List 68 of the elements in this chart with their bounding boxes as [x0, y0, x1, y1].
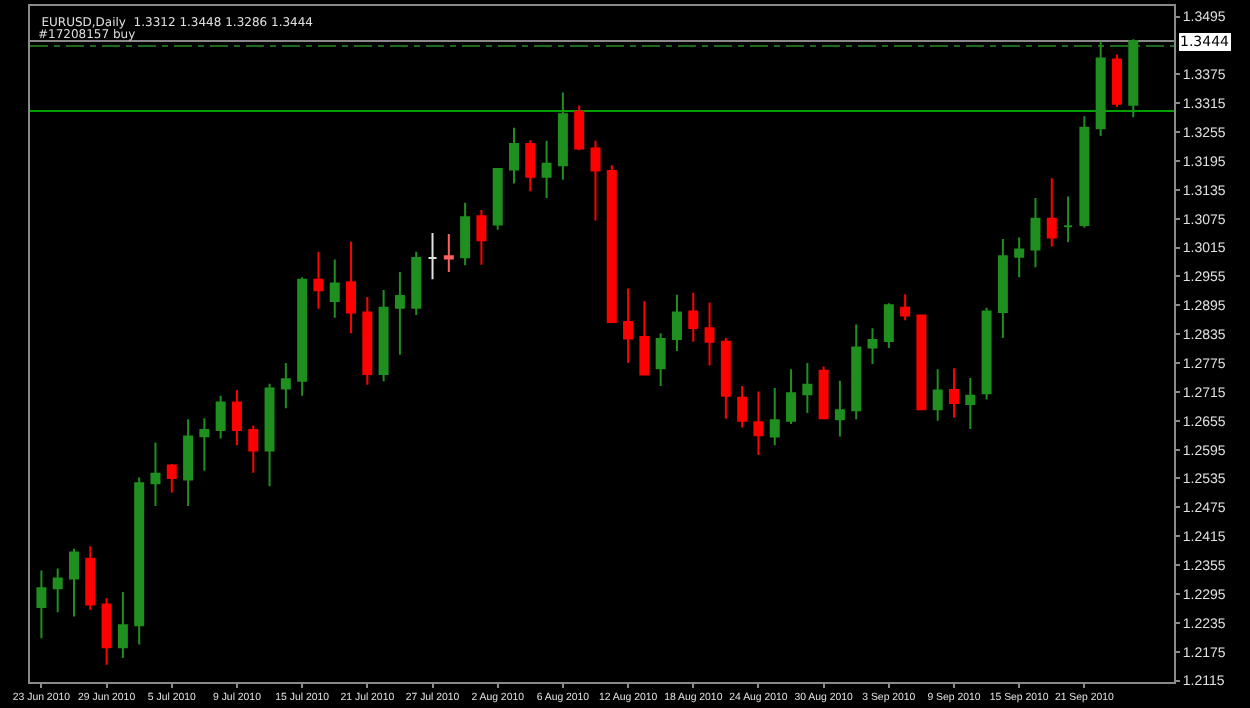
- candlestick: [997, 237, 1008, 339]
- candlestick: [655, 332, 666, 388]
- candlestick: [134, 476, 145, 646]
- candlestick: [183, 418, 194, 507]
- candlestick: [476, 209, 487, 266]
- candlestick: [443, 233, 454, 274]
- candlestick: [981, 306, 992, 401]
- candlestick: [1063, 195, 1074, 244]
- candlestick: [199, 417, 210, 472]
- candlestick: [704, 301, 715, 367]
- candlestick: [1111, 53, 1122, 109]
- candlestick: [231, 388, 242, 447]
- candlestick: [916, 313, 927, 412]
- candlestick: [492, 167, 503, 231]
- candlestick: [85, 545, 96, 611]
- candlestick: [1014, 236, 1025, 279]
- candlestick: [949, 367, 959, 419]
- candlestick: [1046, 177, 1057, 248]
- candlestick: [557, 91, 568, 181]
- candlestick: [411, 250, 422, 316]
- candlestick: [264, 382, 275, 488]
- candlestick: [851, 323, 862, 421]
- candlestick: [117, 591, 128, 659]
- candlestick: [329, 258, 340, 319]
- candlestick: [737, 385, 748, 429]
- candlestick: [590, 139, 601, 222]
- candlestick: [769, 387, 780, 447]
- candlestick: [362, 296, 373, 386]
- candlestick: [69, 547, 79, 618]
- candlestick: [36, 569, 47, 640]
- candlestick: [313, 250, 324, 310]
- candlestick: [101, 597, 112, 666]
- candlestick: [1030, 196, 1041, 269]
- candlestick: [818, 365, 829, 421]
- candlestick: [1079, 115, 1090, 229]
- candlestick: [671, 293, 682, 352]
- candlestick: [541, 139, 552, 199]
- candlestick: [1095, 40, 1106, 137]
- candlestick: [248, 424, 259, 474]
- candlestick: [883, 302, 894, 350]
- candlestick: [215, 394, 226, 440]
- candlestick: [639, 299, 650, 377]
- candlestick: [525, 139, 536, 193]
- candlestick: [623, 287, 634, 364]
- candlestick: [802, 362, 813, 415]
- candlestick: [460, 201, 471, 267]
- candlestick: [932, 368, 943, 422]
- candlestick: [965, 376, 976, 430]
- candlestick: [394, 271, 405, 356]
- candlestick: [297, 276, 308, 397]
- candlestick: [720, 336, 731, 420]
- candlestick: [753, 390, 764, 456]
- candlestick: [346, 240, 357, 335]
- candlestick: [574, 104, 585, 152]
- candlestick: [867, 327, 878, 365]
- candlestick: [1128, 38, 1139, 119]
- candlestick: [280, 362, 291, 410]
- candlestick: [427, 232, 438, 281]
- candlestick: [150, 441, 161, 507]
- candlestick: [900, 293, 911, 322]
- candlestick: [786, 368, 797, 426]
- candlestick: [688, 291, 699, 343]
- candlestick: [166, 463, 177, 494]
- candlestick: [606, 164, 617, 325]
- candlestick: [509, 126, 519, 185]
- candlestick: [834, 379, 845, 438]
- candlestick: [378, 288, 389, 383]
- candlestick: [52, 567, 63, 614]
